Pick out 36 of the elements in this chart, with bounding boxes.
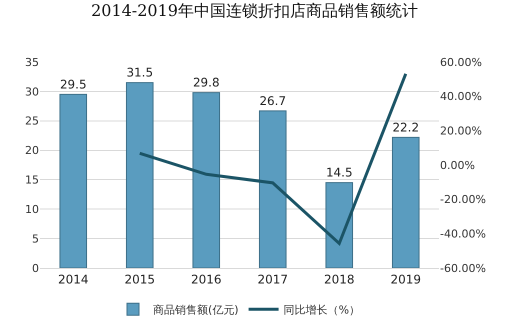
data-label: 29.5 [60,77,87,92]
bar [392,136,420,268]
y-tick-label: 5 [32,232,39,246]
x-tick-label: 2015 [124,272,156,286]
y2-tick-label: -60.00% [440,262,486,275]
x-tick-label: 2019 [390,272,422,286]
y2-tick-label: 20.00% [440,124,482,138]
bar [192,92,220,268]
y-tick-label: 20 [25,144,39,158]
y2-tick-label: -20.00% [440,193,486,206]
y2-tick-label: -40.00% [440,228,486,241]
bar [258,110,287,268]
y-tick-label: 10 [25,202,39,216]
y-tick-label: 30 [25,85,39,98]
y-tick-label: 15 [25,174,39,187]
y2-tick-label: 60.00% [440,56,482,69]
x-tick-label: 2016 [190,272,222,286]
bar [59,94,88,268]
chart-title: 2014-2019年中国连锁折扣店商品销售额统计 [91,1,418,20]
bar [126,82,154,268]
y-tick-label: 0 [32,262,39,275]
data-label: 31.5 [126,66,154,80]
data-label: 14.5 [326,166,353,180]
bar [325,182,354,268]
y-tick-label: 35 [25,56,39,69]
data-label: 26.7 [259,94,286,108]
data-label: 22.2 [392,120,420,134]
legend-label: 同比增长（%） [284,304,360,317]
x-tick-label: 2018 [324,272,355,286]
y2-tick-label: 40.00% [440,90,482,104]
y-tick-label: 25 [25,114,39,128]
data-label: 29.8 [192,76,220,90]
x-tick-label: 2017 [257,272,288,286]
x-tick-label: 2014 [58,272,89,286]
legend-label: 商品销售额(亿元) [153,304,239,317]
y2-tick-label: 0.00% [440,158,475,172]
